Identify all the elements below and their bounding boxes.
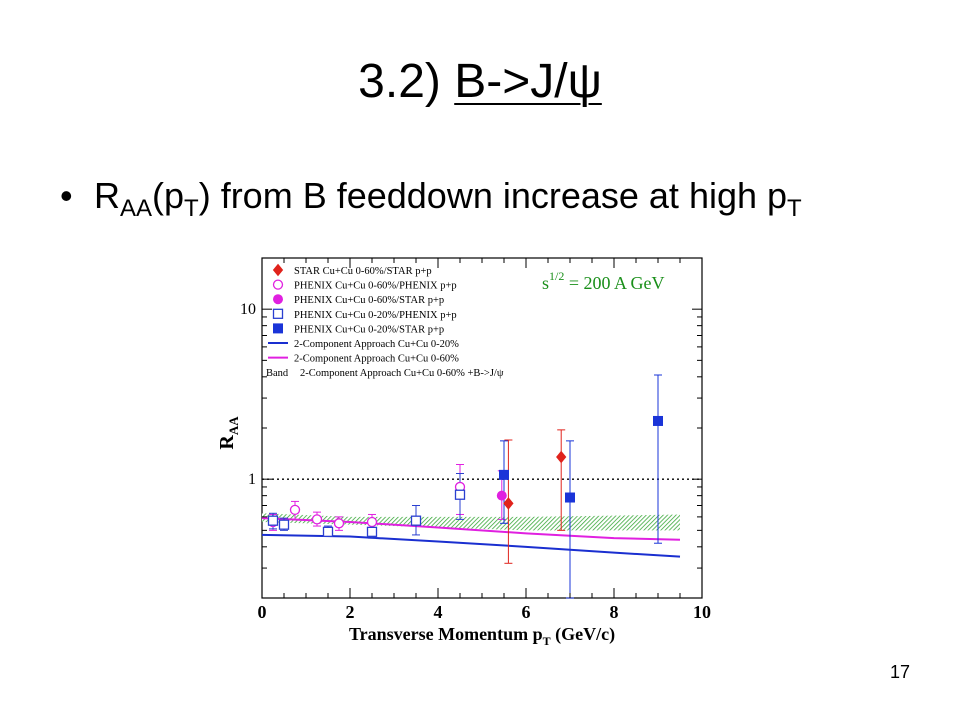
- slide-title: 3.2) B->J/ψ: [0, 52, 960, 112]
- point-4-0: [499, 469, 509, 480]
- x-tick-label-2: 4: [434, 602, 443, 622]
- bullet-aa-sub: AA: [120, 195, 153, 222]
- energy-annotation: s1/2 = 200 A GeV: [542, 269, 665, 293]
- point-0-0: [503, 497, 514, 510]
- point-1-4: [366, 516, 378, 528]
- x-label-unit: (GeV/c): [551, 624, 615, 645]
- legend-label-3: PHENIX Cu+Cu 0-20%/PHENIX p+p: [294, 310, 457, 321]
- bullet-t-sub-end: T: [787, 195, 802, 222]
- point-1-3: [333, 518, 345, 529]
- bullet-open: (p: [152, 175, 185, 216]
- point-3-2: [322, 526, 334, 537]
- x-label-sub: T: [543, 634, 551, 648]
- point-3-3: [366, 526, 378, 537]
- annotation-sup: 1/2: [549, 269, 564, 283]
- y-axis-label: RAA: [216, 416, 241, 450]
- points-group: [267, 415, 663, 537]
- point-1-2: [311, 514, 323, 525]
- legend-swatch-1: [272, 279, 284, 290]
- axes-group: 0 2 4 6 8 10 1 10: [240, 257, 711, 622]
- x-label-main: Transverse Momentum p: [349, 624, 543, 644]
- legend-label-2: PHENIX Cu+Cu 0-60%/STAR p+p: [294, 295, 444, 306]
- annotation-rest: = 200 A GeV: [564, 273, 664, 293]
- title-prefix: 3.2): [358, 55, 455, 108]
- legend: STAR Cu+Cu 0-60%/STAR p+p PHENIX Cu+Cu 0-…: [266, 263, 504, 379]
- band-group: [262, 513, 680, 531]
- bullet-t-sub: T: [184, 195, 199, 222]
- x-tick-label-0: 0: [258, 602, 267, 622]
- y-tick-label-0: 1: [248, 471, 256, 488]
- bullet-line: • RAA(pT) from B feeddown increase at hig…: [60, 172, 802, 222]
- point-3-5: [454, 489, 466, 500]
- legend-label-6: 2-Component Approach Cu+Cu 0-60%: [294, 354, 459, 365]
- legend-swatch-4: [273, 323, 283, 334]
- model-band-b-feeddown: [262, 513, 680, 531]
- annotation-s: s: [542, 273, 549, 293]
- legend-label-7: 2-Component Approach Cu+Cu 0-60% +B->J/ψ: [300, 368, 504, 379]
- legend-band-prefix: Band: [266, 368, 289, 379]
- plot-frame: [261, 257, 703, 599]
- legend-label-4: PHENIX Cu+Cu 0-20%/STAR p+p: [294, 324, 444, 335]
- bullet-mid: ) from B feeddown increase at high p: [198, 175, 788, 216]
- point-1-1: [289, 504, 301, 516]
- x-tick-label-1: 2: [346, 602, 355, 622]
- x-axis-label: Transverse Momentum pT (GeV/c): [349, 624, 615, 648]
- legend-swatch-2: [273, 294, 283, 305]
- bullet-r: R: [94, 175, 120, 216]
- y-label-main: R: [216, 435, 238, 450]
- point-4-1: [565, 492, 575, 503]
- legend-swatch-3: [272, 308, 284, 319]
- point-3-0: [267, 515, 279, 526]
- point-3-4: [410, 515, 422, 526]
- x-tick-label-3: 6: [522, 602, 531, 622]
- bullet-dot: •: [60, 175, 73, 216]
- point-2-0: [496, 490, 507, 501]
- point-4-2: [653, 415, 663, 426]
- title-main: B->J/ψ: [454, 55, 602, 108]
- y-label-sub: AA: [226, 416, 241, 435]
- legend-label-1: PHENIX Cu+Cu 0-60%/PHENIX p+p: [294, 281, 457, 292]
- x-tick-label-4: 8: [610, 602, 619, 622]
- y-tick-label-1: 10: [240, 301, 256, 318]
- legend-label-5: 2-Component Approach Cu+Cu 0-20%: [294, 339, 459, 350]
- model-line-5: [261, 533, 681, 558]
- point-0-1: [556, 450, 567, 464]
- legend-label-0: STAR Cu+Cu 0-60%/STAR p+p: [294, 266, 432, 277]
- point-3-1: [278, 519, 290, 530]
- raa-chart: 0 2 4 6 8 10 1 10 STAR Cu+Cu 0-60%/STAR p+p PHEN…: [216, 257, 711, 648]
- x-tick-label-5: 10: [693, 602, 711, 622]
- page-number: 17: [889, 662, 910, 682]
- legend-swatch-0: [272, 263, 284, 277]
